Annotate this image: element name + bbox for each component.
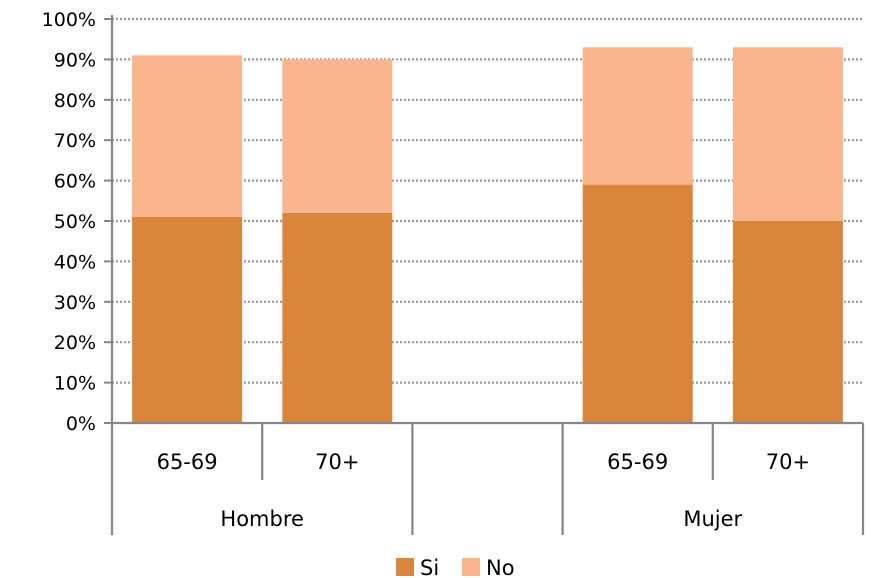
y-tick-label: 50% (54, 211, 96, 233)
y-tick-label: 30% (54, 292, 96, 314)
axes (104, 15, 865, 535)
bar-segment-no (132, 55, 243, 217)
y-tick-label: 90% (54, 49, 96, 71)
x-category-labels: 65-69 70+ 65-69 70+ (157, 450, 810, 474)
bar-segment-no (282, 59, 393, 213)
y-tick-label: 100% (42, 9, 96, 31)
bar-segment-si (132, 216, 243, 423)
legend-swatch (462, 558, 480, 576)
legend-label: Si (420, 556, 439, 578)
y-tick-label: 60% (54, 171, 96, 193)
legend-swatch (396, 558, 414, 576)
x-group-label: Mujer (683, 507, 742, 531)
bar-segment-si (732, 221, 843, 423)
bar-segment-no (732, 47, 843, 221)
x-group-label: Hombre (220, 507, 304, 531)
x-category-label: 65-69 (607, 450, 668, 474)
legend-item-si: Si (396, 556, 439, 578)
y-tick-labels: 0% 10% 20% 30% 40% 50% 60% 70% 80% 90% 100% (42, 9, 96, 435)
x-category-label: 70+ (315, 450, 359, 474)
bar-segment-si (582, 184, 693, 423)
bars (132, 47, 843, 423)
y-tick-label: 80% (54, 90, 96, 112)
x-group-labels: Hombre Mujer (220, 507, 742, 531)
bar-segment-si (282, 212, 393, 423)
legend: Si No (396, 556, 515, 578)
y-tick-label: 10% (54, 373, 96, 395)
y-tick-label: 20% (54, 332, 96, 354)
legend-item-no: No (462, 556, 515, 578)
bar-segment-no (582, 47, 693, 185)
y-tick-label: 40% (54, 251, 96, 273)
x-category-label: 70+ (766, 450, 810, 474)
y-tick-label: 0% (66, 413, 96, 435)
x-category-label: 65-69 (157, 450, 218, 474)
y-tick-label: 70% (54, 130, 96, 152)
legend-label: No (486, 556, 515, 578)
